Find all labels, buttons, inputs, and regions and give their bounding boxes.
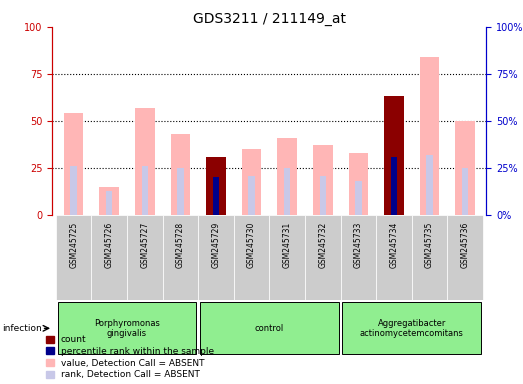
Bar [242,149,262,215]
Bar [376,215,412,300]
Text: GSM245733: GSM245733 [354,222,363,268]
Bar [58,303,197,354]
Text: GSM245730: GSM245730 [247,222,256,268]
Bar [142,166,148,215]
Bar [206,157,226,215]
Bar [213,177,219,215]
Bar [455,121,475,215]
Text: Porphyromonas
gingivalis: Porphyromonas gingivalis [94,319,160,338]
Bar [277,138,297,215]
Text: GSM245725: GSM245725 [69,222,78,268]
Bar [248,175,255,215]
Bar [384,96,404,215]
Text: GSM245727: GSM245727 [140,222,149,268]
Bar [127,215,163,300]
Text: GSM245731: GSM245731 [282,222,292,268]
Bar [64,113,84,215]
Bar [106,190,112,215]
Text: GSM245736: GSM245736 [461,222,470,268]
Bar [269,215,305,300]
Bar [342,303,481,354]
Bar [313,146,333,215]
Bar [447,215,483,300]
Bar [92,215,127,300]
Bar [340,215,376,300]
Bar [305,215,340,300]
Text: Aggregatibacter
actinomycetemcomitans: Aggregatibacter actinomycetemcomitans [360,319,463,338]
Bar [71,166,77,215]
Bar [348,153,368,215]
Text: GSM245734: GSM245734 [390,222,399,268]
Bar [320,175,326,215]
Bar [426,155,433,215]
Text: GSM245732: GSM245732 [318,222,327,268]
Bar [99,187,119,215]
Bar [163,215,198,300]
Legend: count, percentile rank within the sample, value, Detection Call = ABSENT, rank, : count, percentile rank within the sample… [47,335,214,379]
Bar [412,215,447,300]
Text: GSM245726: GSM245726 [105,222,113,268]
Bar [234,215,269,300]
Bar [198,215,234,300]
Bar [177,168,184,215]
Bar [419,57,439,215]
Text: infection: infection [3,324,42,333]
Text: GSM245729: GSM245729 [211,222,221,268]
Text: GSM245728: GSM245728 [176,222,185,268]
Text: GSM245735: GSM245735 [425,222,434,268]
Bar [284,168,290,215]
Bar [170,134,190,215]
Bar [462,168,468,215]
Text: control: control [255,324,284,333]
Bar [135,108,155,215]
Title: GDS3211 / 211149_at: GDS3211 / 211149_at [193,12,346,26]
Bar [56,215,92,300]
Bar [200,303,339,354]
Bar [391,157,397,215]
Bar [355,181,361,215]
